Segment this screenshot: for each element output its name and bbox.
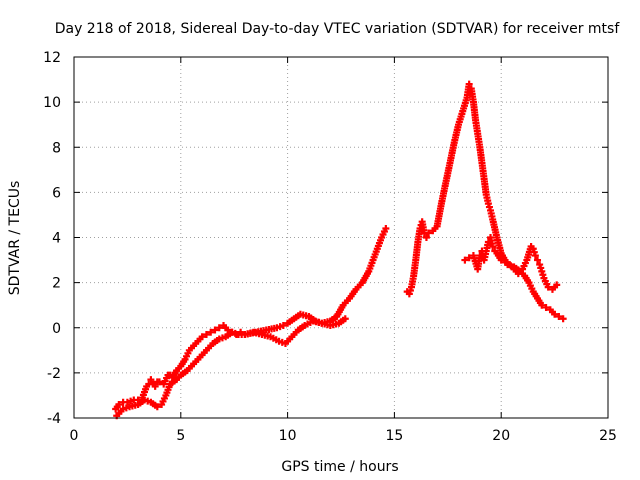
data-point — [544, 283, 552, 291]
data-point — [151, 382, 159, 390]
data-point — [538, 301, 546, 309]
data-point — [202, 331, 210, 339]
y-tick-label: 12 — [43, 50, 61, 66]
data-point — [497, 256, 505, 264]
y-tick-label: 6 — [52, 185, 61, 201]
data-point — [461, 256, 469, 264]
chart-title: Day 218 of 2018, Sidereal Day-to-day VTE… — [55, 21, 621, 37]
data-point — [147, 376, 155, 384]
y-tick-label: 0 — [52, 321, 61, 337]
y-tick-label: 10 — [43, 95, 61, 111]
x-tick-label: 15 — [385, 428, 403, 444]
y-axis-label: SDTVAR / TECUs — [7, 181, 23, 296]
data-point — [489, 243, 497, 251]
x-tick-label: 10 — [279, 428, 297, 444]
data-point — [534, 256, 542, 264]
series-segment-4 — [461, 234, 561, 293]
y-tick-label: -2 — [47, 366, 61, 382]
data-point — [341, 315, 349, 323]
data-point — [559, 315, 567, 323]
data-point — [542, 303, 550, 311]
data-point — [153, 403, 161, 411]
data-point — [198, 333, 206, 341]
data-point — [215, 324, 223, 332]
grid-lines — [74, 57, 608, 418]
data-point — [425, 229, 433, 237]
y-tick-label: 8 — [52, 140, 61, 156]
series-segment-2 — [113, 315, 349, 420]
series-segment-3 — [403, 80, 567, 323]
x-tick-label: 5 — [176, 428, 185, 444]
y-tick-label: 2 — [52, 276, 61, 292]
data-point — [279, 321, 287, 329]
data-point — [531, 252, 539, 260]
axis-ticks: 0 5 10 15 20 25 -4 -2 0 2 4 6 8 10 12 — [43, 50, 617, 444]
x-axis-label: GPS time / hours — [281, 459, 398, 475]
y-tick-label: 4 — [52, 231, 61, 247]
y-tick-label: -4 — [47, 411, 61, 427]
data-point — [465, 80, 473, 88]
data-point — [551, 310, 559, 318]
data-point — [501, 258, 509, 266]
x-tick-label: 0 — [70, 428, 79, 444]
data-point — [211, 326, 219, 334]
data-point — [555, 312, 563, 320]
x-tick-label: 25 — [599, 428, 617, 444]
data-point — [553, 281, 561, 289]
data-point — [382, 224, 390, 232]
x-tick-label: 20 — [492, 428, 510, 444]
data-point — [207, 328, 215, 336]
data-point — [115, 400, 123, 408]
data-point — [422, 234, 430, 241]
data-markers — [112, 80, 567, 420]
